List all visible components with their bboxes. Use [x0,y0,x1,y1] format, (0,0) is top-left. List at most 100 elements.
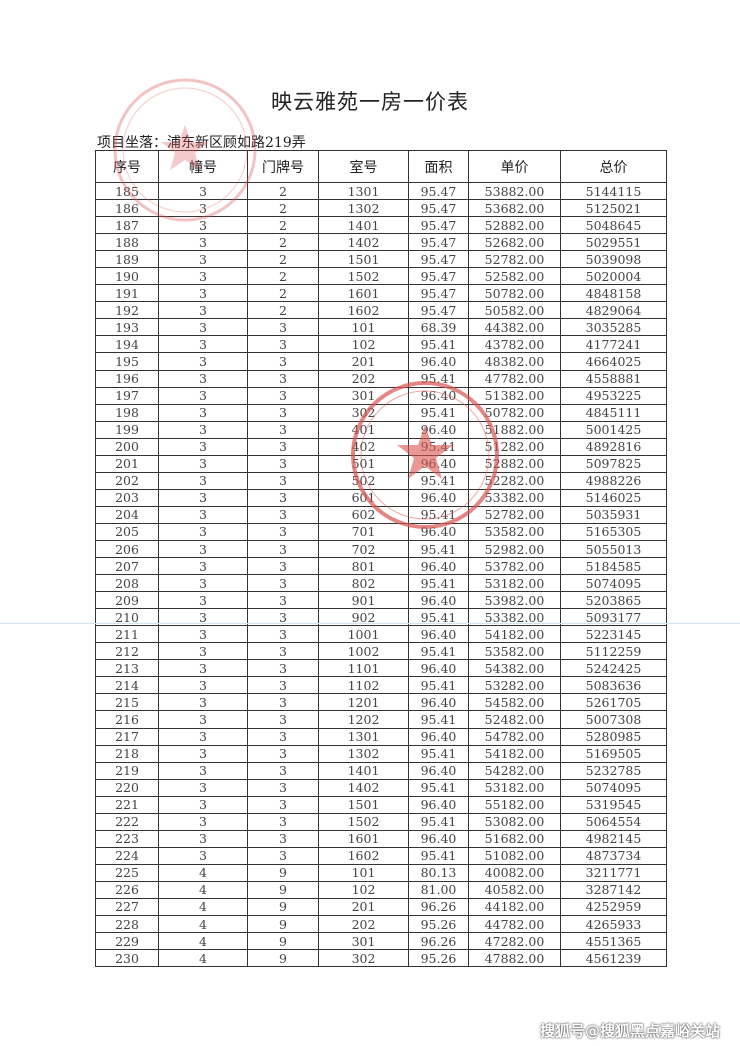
table-cell: 1201 [318,693,409,712]
table-cell: 1302 [318,199,409,218]
table-cell: 3 [158,591,248,610]
table-cell: 4845111 [560,403,667,422]
table-cell: 1001 [318,625,409,644]
table-cell: 3287142 [560,880,667,899]
table-cell: 2 [247,233,319,252]
table-cell: 301 [318,386,409,405]
table-row: 224 3 3 1602 95.41 51082.00 4873734 [95,846,667,865]
table-row: 218 3 3 1302 95.41 54182.00 5169505 [95,744,667,763]
table-row: 204 3 3 602 95.41 52782.00 5035931 [95,505,667,524]
table-cell: 3 [247,727,319,746]
table-cell: 50782.00 [468,403,561,422]
table-cell: 53782.00 [468,557,561,576]
table-header: 序号 幢号 门牌号 室号 面积 单价 总价 [95,150,667,183]
column-header: 单价 [468,150,561,183]
table-cell: 3 [247,659,319,678]
table-cell: 1602 [318,846,409,865]
table-cell: 96.40 [408,420,469,439]
table-cell: 4265933 [560,915,667,934]
table-cell: 1202 [318,710,409,729]
table-cell: 1002 [318,642,409,661]
table-cell: 53182.00 [468,574,561,593]
table-cell: 3035285 [560,318,667,337]
table-row: 221 3 3 1501 96.40 55182.00 5319545 [95,795,667,814]
table-row: 222 3 3 1502 95.41 53082.00 5064554 [95,812,667,831]
table-cell: 4 [158,897,248,917]
table-cell: 4988226 [560,471,667,490]
table-cell: 5144115 [560,181,667,201]
table-cell: 5074095 [560,778,667,797]
table-cell: 95.41 [408,437,469,456]
table-cell: 3 [158,386,248,405]
table-cell: 96.40 [408,557,469,576]
table-cell: 9 [247,863,319,882]
table-cell: 95.41 [408,574,469,593]
table-cell: 802 [318,574,409,593]
table-cell: 51882.00 [468,420,561,439]
table-cell: 95.41 [408,505,469,524]
table-cell: 3 [158,267,248,286]
table-cell: 95.41 [408,335,469,354]
table-cell: 5074095 [560,574,667,593]
column-header: 总价 [560,150,667,183]
table-cell: 3 [247,710,319,729]
table-row: 213 3 3 1101 96.40 54382.00 5242425 [95,659,667,678]
table-cell: 4561239 [560,949,667,968]
table-cell: 214 [95,676,159,695]
table-cell: 702 [318,539,409,559]
table-cell: 95.47 [408,267,469,286]
table-cell: 52782.00 [468,505,561,524]
table-cell: 53282.00 [468,676,561,695]
table-cell: 3 [247,335,319,354]
table-cell: 222 [95,812,159,831]
document-title: 映云雅苑一房一价表 [271,90,469,114]
table-cell: 301 [318,932,409,951]
table-cell: 47882.00 [468,949,561,968]
table-row: 188 3 2 1402 95.47 52682.00 5029551 [95,233,667,252]
table-cell: 51382.00 [468,386,561,405]
table-cell: 3 [247,471,319,490]
table-cell: 3 [247,539,319,559]
table-cell: 95.47 [408,181,469,201]
table-cell: 4829064 [560,301,667,320]
table-cell: 102 [318,880,409,899]
table-cell: 211 [95,625,159,644]
table-cell: 2 [247,284,319,303]
table-cell: 95.41 [408,642,469,661]
table-cell: 53682.00 [468,199,561,218]
table-cell: 4 [158,863,248,882]
table-row: 226 4 9 102 81.00 40582.00 3287142 [95,880,667,899]
table-cell: 1102 [318,676,409,695]
table-cell: 227 [95,897,159,917]
table-cell: 95.47 [408,250,469,269]
table-cell: 5261705 [560,693,667,712]
table-row: 190 3 2 1502 95.47 52582.00 5020004 [95,267,667,286]
table-row: 227 4 9 201 96.26 44182.00 4252959 [95,897,667,917]
table-cell: 3 [247,420,319,439]
table-cell: 185 [95,181,159,201]
column-header: 室号 [318,150,409,183]
table-cell: 3 [158,829,248,848]
table-cell: 9 [247,880,319,899]
table-cell: 3 [158,284,248,303]
table-cell: 1502 [318,812,409,831]
table-cell: 5169505 [560,744,667,763]
table-cell: 54782.00 [468,727,561,746]
table-cell: 3 [247,505,319,524]
table-cell: 3 [247,642,319,661]
table-cell: 218 [95,744,159,763]
table-row: 206 3 3 702 95.41 52982.00 5055013 [95,539,667,559]
table-cell: 50782.00 [468,284,561,303]
table-cell: 3 [158,233,248,252]
table-cell: 5125021 [560,199,667,218]
table-cell: 53182.00 [468,778,561,797]
table-cell: 3 [158,301,248,320]
table-cell: 81.00 [408,880,469,899]
table-cell: 4848158 [560,284,667,303]
column-header: 面积 [408,150,469,183]
table-cell: 95.41 [408,539,469,559]
table-cell: 54182.00 [468,625,561,644]
table-row: 194 3 3 102 95.41 43782.00 4177241 [95,335,667,354]
table-row: 228 4 9 202 95.26 44782.00 4265933 [95,915,667,934]
table-cell: 215 [95,693,159,712]
